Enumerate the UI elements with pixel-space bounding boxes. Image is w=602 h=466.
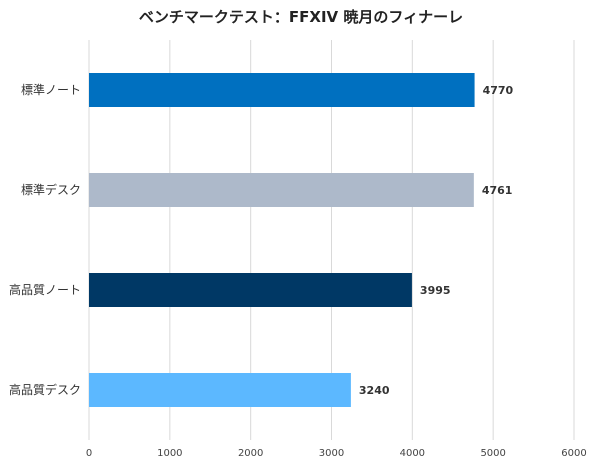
bar-1 — [89, 73, 475, 107]
bar-2 — [89, 173, 474, 207]
data-label-1: 4770 — [483, 84, 514, 97]
x-tick-label-0: 0 — [86, 448, 92, 459]
x-tick-label-3000: 3000 — [319, 448, 344, 459]
x-tick-label-2000: 2000 — [238, 448, 263, 459]
bar-4 — [89, 373, 351, 407]
x-tick-label-4000: 4000 — [400, 448, 425, 459]
x-tick-label-1000: 1000 — [157, 448, 182, 459]
x-tick-label-5000: 5000 — [480, 448, 505, 459]
category-label-1: 標準ノート — [21, 82, 81, 97]
x-tick-label-6000: 6000 — [561, 448, 586, 459]
data-label-3: 3995 — [420, 284, 451, 297]
chart-title: ベンチマークテスト：FFXIV 暁月のフィナーレ — [138, 8, 464, 26]
bar-3 — [89, 273, 412, 307]
category-label-4: 高品質デスク — [9, 382, 81, 397]
data-label-2: 4761 — [482, 184, 513, 197]
category-label-2: 標準デスク — [21, 182, 81, 197]
data-label-4: 3240 — [359, 384, 390, 397]
category-label-3: 高品質ノート — [9, 282, 81, 297]
